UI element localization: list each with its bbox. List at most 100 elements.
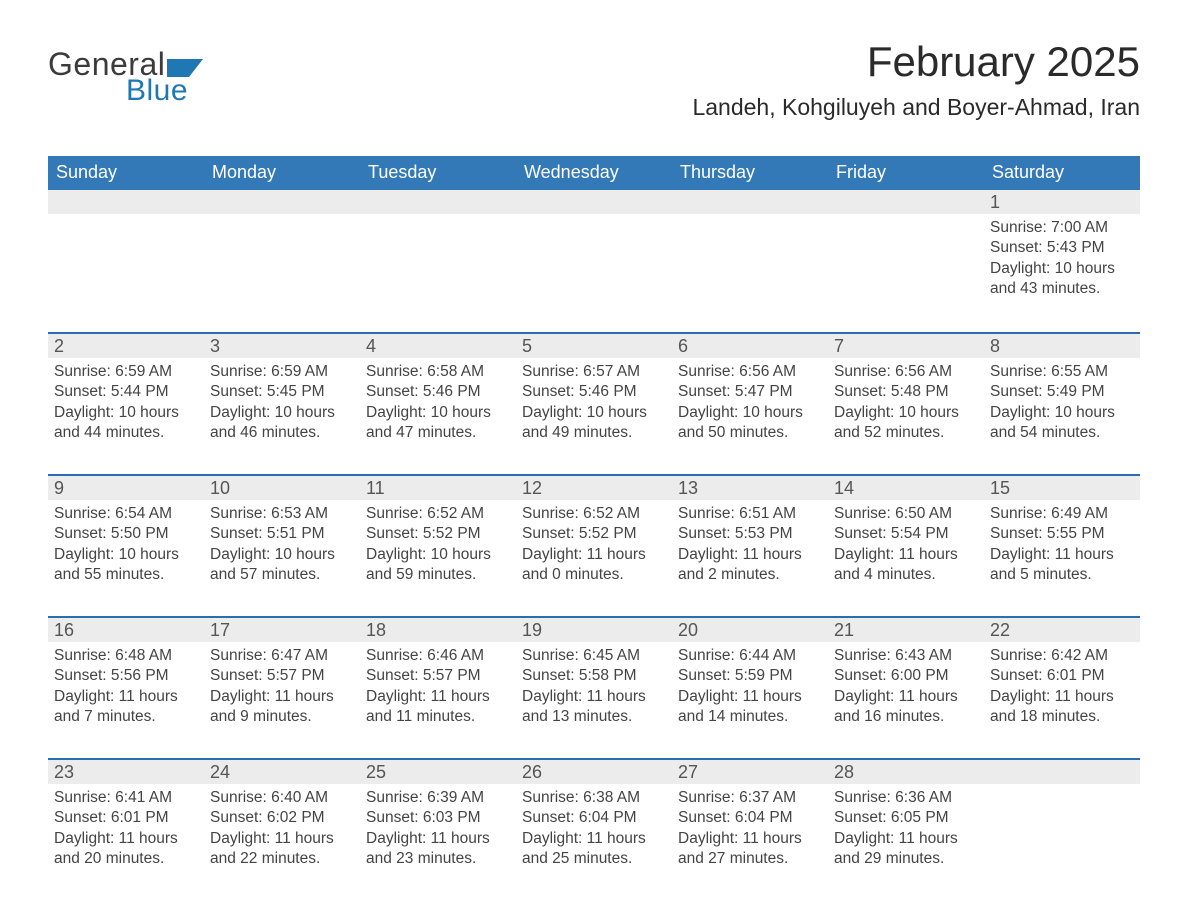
calendar-day-empty	[828, 190, 984, 332]
calendar-day-empty	[204, 190, 360, 332]
daylight-text: Daylight: 10 hours and 52 minutes.	[834, 403, 978, 444]
calendar-day: 15Sunrise: 6:49 AMSunset: 5:55 PMDayligh…	[984, 476, 1140, 616]
day-number	[48, 190, 204, 214]
sunrise-text: Sunrise: 6:55 AM	[990, 362, 1134, 382]
weekday-header: Saturday	[984, 156, 1140, 190]
daylight-text: Daylight: 11 hours and 5 minutes.	[990, 545, 1134, 586]
daylight-text: Daylight: 11 hours and 29 minutes.	[834, 829, 978, 870]
day-number	[516, 190, 672, 214]
day-details: Sunrise: 6:48 AMSunset: 5:56 PMDaylight:…	[48, 642, 204, 738]
sunset-text: Sunset: 6:02 PM	[210, 808, 354, 828]
calendar-day: 25Sunrise: 6:39 AMSunset: 6:03 PMDayligh…	[360, 760, 516, 900]
sunrise-text: Sunrise: 6:59 AM	[210, 362, 354, 382]
calendar-day-empty	[360, 190, 516, 332]
sunset-text: Sunset: 6:04 PM	[522, 808, 666, 828]
day-number: 22	[984, 618, 1140, 642]
sunset-text: Sunset: 5:55 PM	[990, 524, 1134, 544]
day-number: 18	[360, 618, 516, 642]
day-details: Sunrise: 6:53 AMSunset: 5:51 PMDaylight:…	[204, 500, 360, 596]
day-details: Sunrise: 6:43 AMSunset: 6:00 PMDaylight:…	[828, 642, 984, 738]
calendar-week-row: 23Sunrise: 6:41 AMSunset: 6:01 PMDayligh…	[48, 758, 1140, 900]
calendar-week-row: 1Sunrise: 7:00 AMSunset: 5:43 PMDaylight…	[48, 190, 1140, 332]
daylight-text: Daylight: 10 hours and 55 minutes.	[54, 545, 198, 586]
daylight-text: Daylight: 11 hours and 27 minutes.	[678, 829, 822, 870]
daylight-text: Daylight: 11 hours and 22 minutes.	[210, 829, 354, 870]
daylight-text: Daylight: 11 hours and 2 minutes.	[678, 545, 822, 586]
calendar-day: 14Sunrise: 6:50 AMSunset: 5:54 PMDayligh…	[828, 476, 984, 616]
sunset-text: Sunset: 5:56 PM	[54, 666, 198, 686]
sunset-text: Sunset: 5:49 PM	[990, 382, 1134, 402]
day-number: 20	[672, 618, 828, 642]
day-number: 8	[984, 334, 1140, 358]
day-details: Sunrise: 6:42 AMSunset: 6:01 PMDaylight:…	[984, 642, 1140, 738]
day-details: Sunrise: 6:36 AMSunset: 6:05 PMDaylight:…	[828, 784, 984, 880]
day-details: Sunrise: 6:46 AMSunset: 5:57 PMDaylight:…	[360, 642, 516, 738]
sunrise-text: Sunrise: 6:52 AM	[522, 504, 666, 524]
calendar-day: 27Sunrise: 6:37 AMSunset: 6:04 PMDayligh…	[672, 760, 828, 900]
daylight-text: Daylight: 10 hours and 54 minutes.	[990, 403, 1134, 444]
calendar-day: 1Sunrise: 7:00 AMSunset: 5:43 PMDaylight…	[984, 190, 1140, 332]
daylight-text: Daylight: 10 hours and 47 minutes.	[366, 403, 510, 444]
brand-logo: General Blue	[48, 48, 207, 106]
sunset-text: Sunset: 6:01 PM	[54, 808, 198, 828]
day-details: Sunrise: 7:00 AMSunset: 5:43 PMDaylight:…	[984, 214, 1140, 310]
calendar-day: 26Sunrise: 6:38 AMSunset: 6:04 PMDayligh…	[516, 760, 672, 900]
day-details: Sunrise: 6:55 AMSunset: 5:49 PMDaylight:…	[984, 358, 1140, 454]
weekday-header: Friday	[828, 156, 984, 190]
day-number	[204, 190, 360, 214]
sunset-text: Sunset: 5:52 PM	[522, 524, 666, 544]
day-details: Sunrise: 6:56 AMSunset: 5:48 PMDaylight:…	[828, 358, 984, 454]
calendar-day: 20Sunrise: 6:44 AMSunset: 5:59 PMDayligh…	[672, 618, 828, 758]
sunset-text: Sunset: 6:05 PM	[834, 808, 978, 828]
calendar-day-empty	[984, 760, 1140, 900]
sunset-text: Sunset: 6:03 PM	[366, 808, 510, 828]
calendar-day: 24Sunrise: 6:40 AMSunset: 6:02 PMDayligh…	[204, 760, 360, 900]
sunset-text: Sunset: 5:44 PM	[54, 382, 198, 402]
day-number: 10	[204, 476, 360, 500]
sunrise-text: Sunrise: 6:39 AM	[366, 788, 510, 808]
sunset-text: Sunset: 5:50 PM	[54, 524, 198, 544]
daylight-text: Daylight: 10 hours and 57 minutes.	[210, 545, 354, 586]
sunrise-text: Sunrise: 6:40 AM	[210, 788, 354, 808]
calendar-week-row: 2Sunrise: 6:59 AMSunset: 5:44 PMDaylight…	[48, 332, 1140, 474]
daylight-text: Daylight: 11 hours and 0 minutes.	[522, 545, 666, 586]
day-number: 24	[204, 760, 360, 784]
sunrise-text: Sunrise: 6:37 AM	[678, 788, 822, 808]
sunrise-text: Sunrise: 6:56 AM	[678, 362, 822, 382]
day-number: 21	[828, 618, 984, 642]
sunrise-text: Sunrise: 6:49 AM	[990, 504, 1134, 524]
sunrise-text: Sunrise: 6:41 AM	[54, 788, 198, 808]
sunrise-text: Sunrise: 6:51 AM	[678, 504, 822, 524]
daylight-text: Daylight: 10 hours and 43 minutes.	[990, 259, 1134, 300]
calendar-day: 3Sunrise: 6:59 AMSunset: 5:45 PMDaylight…	[204, 334, 360, 474]
day-details: Sunrise: 6:40 AMSunset: 6:02 PMDaylight:…	[204, 784, 360, 880]
calendar-page: General Blue February 2025 Landeh, Kohgi…	[0, 0, 1188, 920]
day-number: 6	[672, 334, 828, 358]
calendar-day: 28Sunrise: 6:36 AMSunset: 6:05 PMDayligh…	[828, 760, 984, 900]
calendar-day: 7Sunrise: 6:56 AMSunset: 5:48 PMDaylight…	[828, 334, 984, 474]
weekday-header: Thursday	[672, 156, 828, 190]
sunrise-text: Sunrise: 6:59 AM	[54, 362, 198, 382]
sunrise-text: Sunrise: 6:38 AM	[522, 788, 666, 808]
calendar-day: 17Sunrise: 6:47 AMSunset: 5:57 PMDayligh…	[204, 618, 360, 758]
day-details: Sunrise: 6:41 AMSunset: 6:01 PMDaylight:…	[48, 784, 204, 880]
day-details: Sunrise: 6:47 AMSunset: 5:57 PMDaylight:…	[204, 642, 360, 738]
daylight-text: Daylight: 11 hours and 14 minutes.	[678, 687, 822, 728]
day-details: Sunrise: 6:51 AMSunset: 5:53 PMDaylight:…	[672, 500, 828, 596]
calendar-week-row: 16Sunrise: 6:48 AMSunset: 5:56 PMDayligh…	[48, 616, 1140, 758]
day-number: 23	[48, 760, 204, 784]
day-number: 16	[48, 618, 204, 642]
day-number	[360, 190, 516, 214]
sunrise-text: Sunrise: 6:50 AM	[834, 504, 978, 524]
sunrise-text: Sunrise: 6:54 AM	[54, 504, 198, 524]
daylight-text: Daylight: 11 hours and 23 minutes.	[366, 829, 510, 870]
day-number: 17	[204, 618, 360, 642]
daylight-text: Daylight: 11 hours and 18 minutes.	[990, 687, 1134, 728]
sunrise-text: Sunrise: 6:58 AM	[366, 362, 510, 382]
calendar-day: 12Sunrise: 6:52 AMSunset: 5:52 PMDayligh…	[516, 476, 672, 616]
daylight-text: Daylight: 11 hours and 4 minutes.	[834, 545, 978, 586]
sunset-text: Sunset: 5:47 PM	[678, 382, 822, 402]
sunset-text: Sunset: 5:57 PM	[210, 666, 354, 686]
calendar-day: 19Sunrise: 6:45 AMSunset: 5:58 PMDayligh…	[516, 618, 672, 758]
day-number: 3	[204, 334, 360, 358]
